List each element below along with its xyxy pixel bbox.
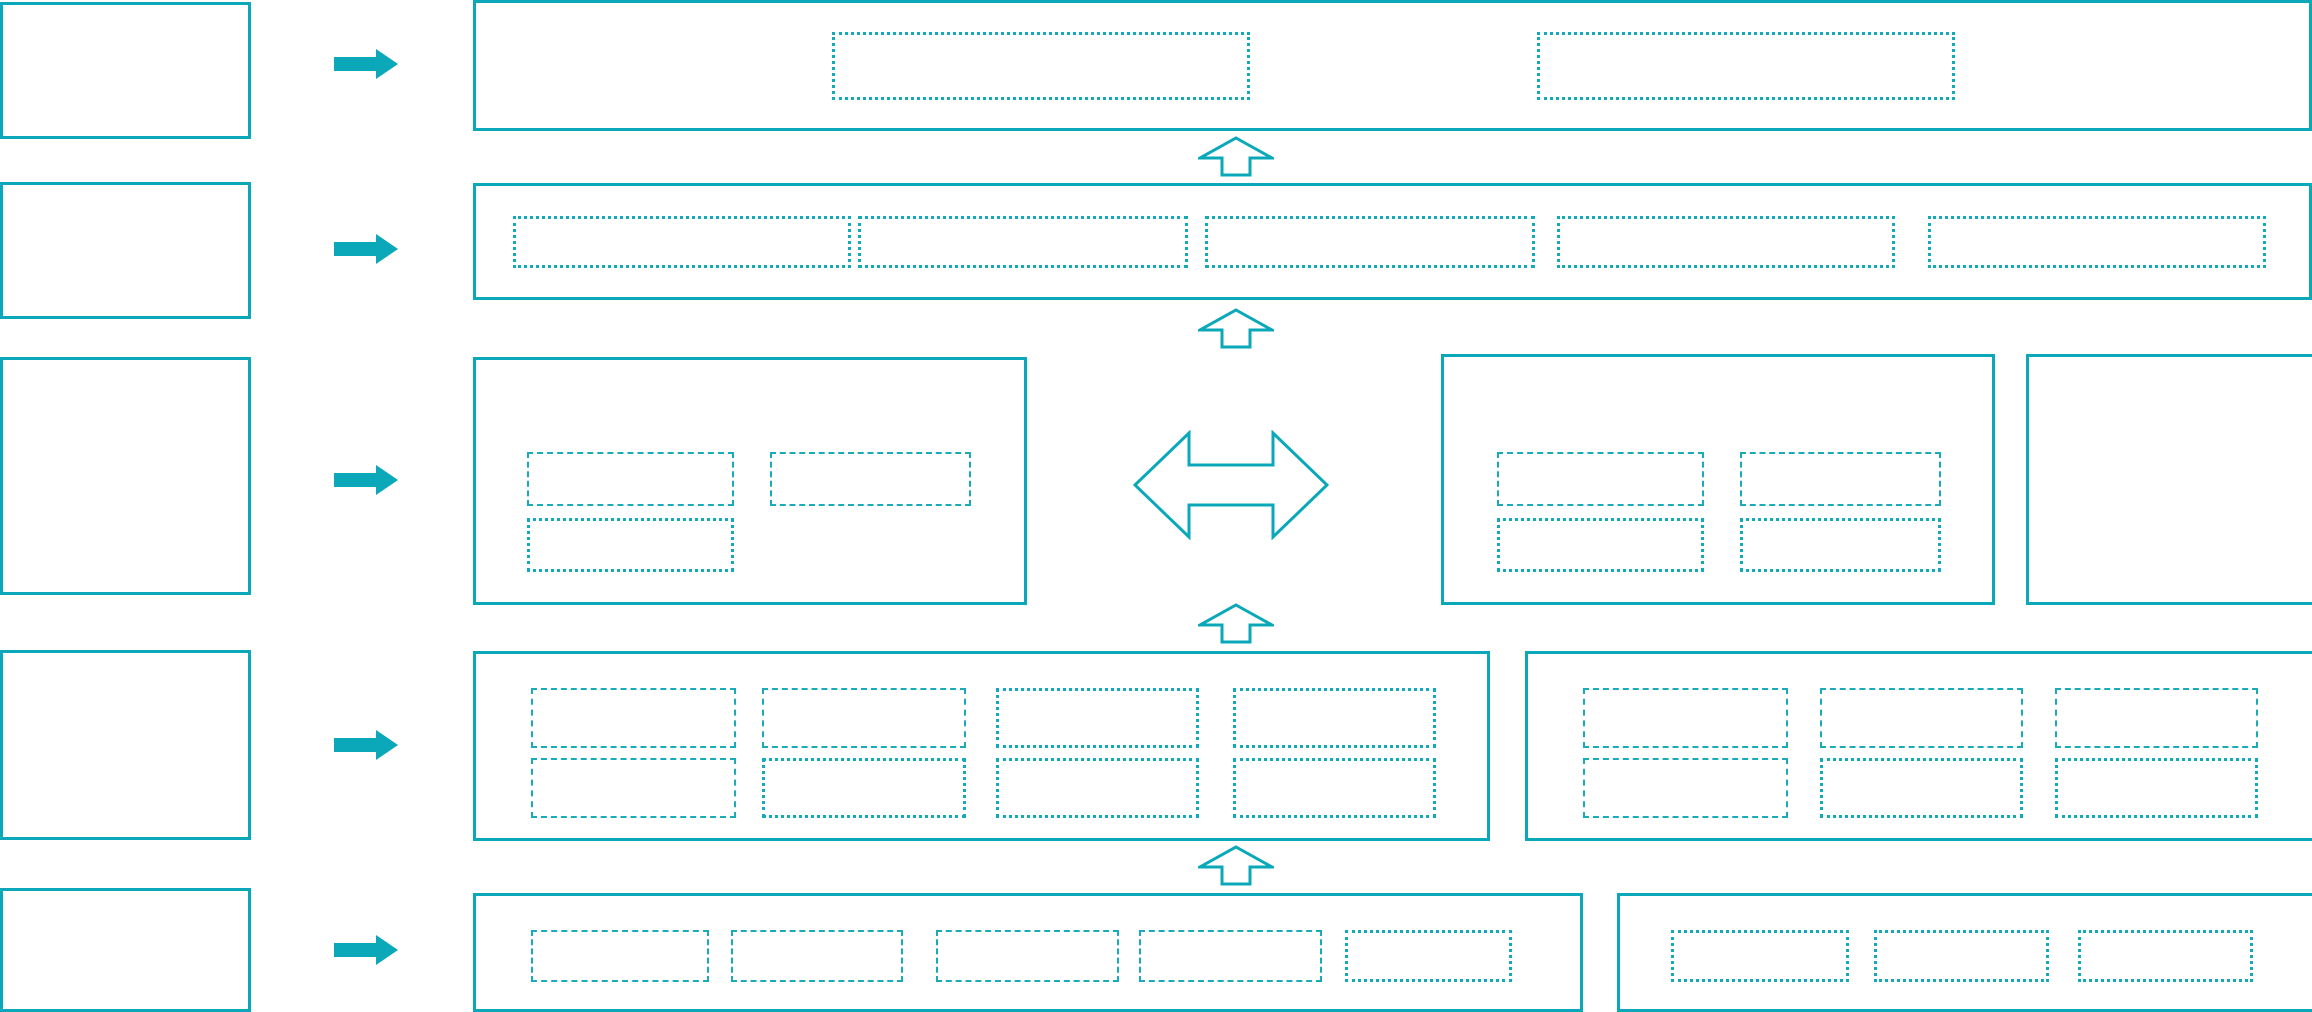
stage-label-box-3[interactable] bbox=[0, 357, 251, 595]
placeholder-slot-3-1-1[interactable] bbox=[527, 452, 734, 506]
placeholder-slot-5-1-2[interactable] bbox=[731, 930, 903, 982]
placeholder-slot-2-1-4[interactable] bbox=[1557, 216, 1895, 268]
placeholder-slot-4-2-2[interactable] bbox=[1583, 758, 1788, 818]
placeholder-slot-4-2-3[interactable] bbox=[1820, 688, 2023, 748]
placeholder-slot-4-1-3[interactable] bbox=[762, 688, 966, 748]
placeholder-slot-5-1-3[interactable] bbox=[936, 930, 1119, 982]
placeholder-slot-4-2-6[interactable] bbox=[2055, 758, 2258, 818]
placeholder-slot-4-1-7[interactable] bbox=[1233, 688, 1436, 748]
stage-label-box-1[interactable] bbox=[0, 2, 251, 139]
placeholder-slot-4-1-2[interactable] bbox=[531, 758, 736, 818]
flow-arrow-2 bbox=[334, 234, 398, 264]
stage-label-box-5[interactable] bbox=[0, 888, 251, 1012]
stage-label-box-4[interactable] bbox=[0, 650, 251, 840]
flow-arrow-4 bbox=[334, 730, 398, 760]
placeholder-slot-3-2-2[interactable] bbox=[1497, 518, 1704, 572]
stage-link-arrow-5 bbox=[1198, 845, 1274, 886]
placeholder-slot-3-1-2[interactable] bbox=[527, 518, 734, 572]
placeholder-slot-3-2-3[interactable] bbox=[1740, 452, 1941, 506]
placeholder-slot-4-2-4[interactable] bbox=[1820, 758, 2023, 818]
stage-link-arrow-2 bbox=[1198, 136, 1274, 177]
placeholder-slot-5-2-2[interactable] bbox=[1874, 930, 2049, 982]
placeholder-slot-4-1-5[interactable] bbox=[996, 688, 1199, 748]
stage-label-box-2[interactable] bbox=[0, 182, 251, 319]
placeholder-slot-1-1-2[interactable] bbox=[1537, 32, 1955, 100]
placeholder-slot-2-1-3[interactable] bbox=[1205, 216, 1535, 268]
placeholder-slot-5-1-1[interactable] bbox=[531, 930, 709, 982]
bidirectional-arrow-3 bbox=[1133, 430, 1329, 540]
placeholder-slot-5-1-5[interactable] bbox=[1345, 930, 1512, 982]
placeholder-slot-2-1-1[interactable] bbox=[513, 216, 851, 268]
placeholder-slot-2-1-5[interactable] bbox=[1928, 216, 2266, 268]
flow-arrow-3 bbox=[334, 465, 398, 495]
placeholder-slot-4-1-8[interactable] bbox=[1233, 758, 1436, 818]
stage-link-arrow-4 bbox=[1198, 603, 1274, 644]
placeholder-slot-3-1-3[interactable] bbox=[770, 452, 971, 506]
placeholder-slot-4-1-1[interactable] bbox=[531, 688, 736, 748]
flow-arrow-5 bbox=[334, 935, 398, 965]
placeholder-slot-3-2-1[interactable] bbox=[1497, 452, 1704, 506]
placeholder-slot-4-2-1[interactable] bbox=[1583, 688, 1788, 748]
flow-arrow-1 bbox=[334, 49, 398, 79]
stage-container-1-1[interactable] bbox=[473, 0, 2312, 131]
placeholder-slot-4-2-5[interactable] bbox=[2055, 688, 2258, 748]
stage-container-3-3[interactable] bbox=[2026, 354, 2312, 605]
stage-link-arrow-3 bbox=[1198, 308, 1274, 349]
placeholder-slot-5-1-4[interactable] bbox=[1139, 930, 1322, 982]
placeholder-slot-2-1-2[interactable] bbox=[858, 216, 1188, 268]
placeholder-slot-3-2-4[interactable] bbox=[1740, 518, 1941, 572]
placeholder-slot-1-1-1[interactable] bbox=[832, 32, 1250, 100]
placeholder-slot-5-2-1[interactable] bbox=[1671, 930, 1849, 982]
placeholder-slot-5-2-3[interactable] bbox=[2078, 930, 2253, 982]
placeholder-slot-4-1-4[interactable] bbox=[762, 758, 966, 818]
placeholder-slot-4-1-6[interactable] bbox=[996, 758, 1199, 818]
